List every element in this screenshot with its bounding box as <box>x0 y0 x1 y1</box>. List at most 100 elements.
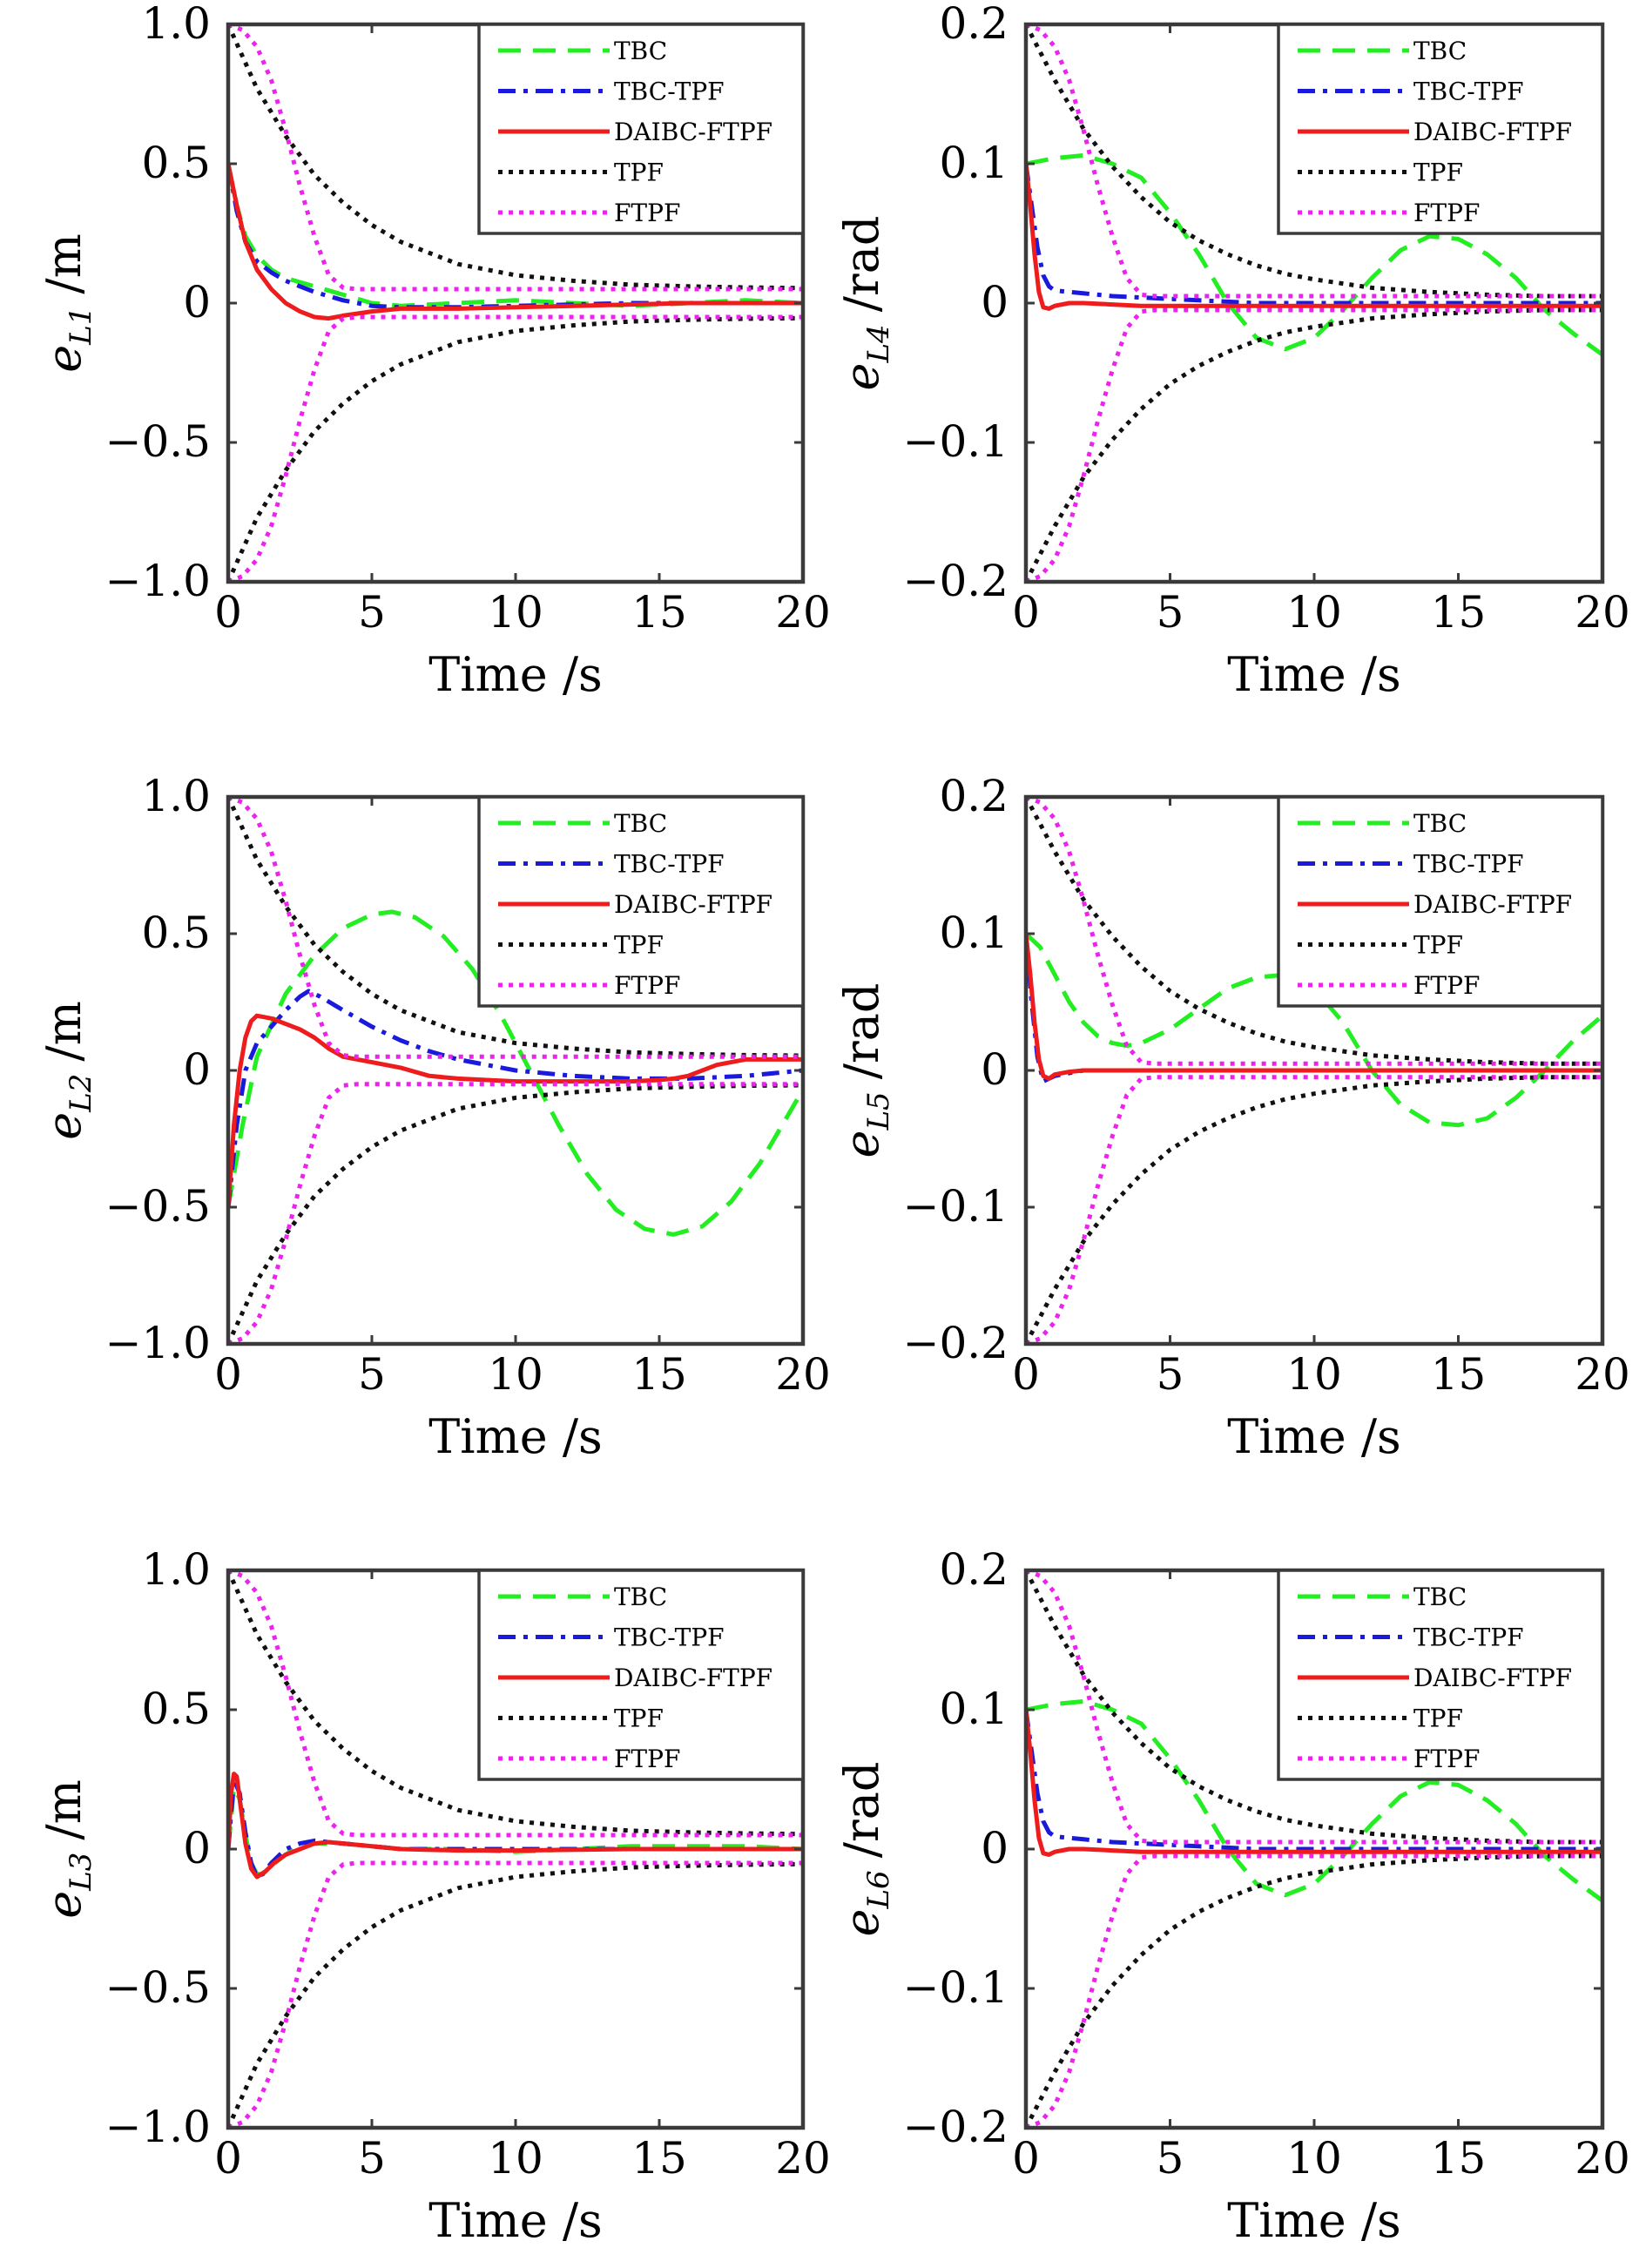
x-tick-label: 0 <box>214 587 242 638</box>
series-line-tpf <box>228 1570 803 1837</box>
x-tick-label: 5 <box>1157 587 1184 638</box>
legend-label: TPF <box>614 1704 664 1733</box>
legend-label: TBC-TPF <box>614 1623 725 1652</box>
series-group <box>1026 24 1602 582</box>
legend-label: TBC-TPF <box>1413 78 1524 106</box>
x-tick-label: 0 <box>1012 587 1040 638</box>
legend-label: DAIBC-FTPF <box>1413 118 1572 146</box>
legend-label: TBC <box>614 37 667 65</box>
legend-label: FTPF <box>1413 971 1480 1000</box>
legend: TBC TBC-TPF DAIBC-FTPF TPF FTPF <box>1277 23 1604 235</box>
y-tick-label: 1.0 <box>141 0 211 49</box>
x-tick-label: 20 <box>1575 2133 1630 2184</box>
legend-label: TBC <box>614 1583 667 1611</box>
series-line-daibc-ftpf <box>1026 1709 1602 1857</box>
legend-label: TPF <box>614 931 664 960</box>
x-axis-label: Time /s <box>428 647 603 702</box>
legend-label: FTPF <box>614 971 680 1000</box>
y-tick-label: 0.1 <box>939 1684 1009 1734</box>
legend: TBC TBC-TPF DAIBC-FTPF TPF FTPF <box>477 1569 805 1781</box>
legend-label: FTPF <box>1413 1745 1480 1773</box>
legend-box <box>477 23 805 235</box>
legend-label: DAIBC-FTPF <box>1413 890 1572 919</box>
x-tick-label: 0 <box>214 1349 242 1400</box>
panel-eL6: 0 5 10 15 20 −0.2 −0.1 0 0.1 0.2 Time /s eL6/rad TBC… <box>834 1544 1630 2248</box>
legend-label: TBC <box>1413 37 1467 65</box>
series-line-daibc-ftpf <box>1026 933 1602 1081</box>
y-tick-label: −0.5 <box>105 416 211 467</box>
series-line-tpf <box>228 315 803 582</box>
series-line-daibc-ftpf <box>1026 163 1602 311</box>
x-tick-label: 10 <box>1286 1349 1342 1400</box>
y-tick-label: 0 <box>183 1823 211 1873</box>
y-tick-label: 0 <box>183 1044 211 1095</box>
legend-label: TBC <box>1413 809 1467 838</box>
legend-label: FTPF <box>614 1745 680 1773</box>
x-tick-label: 10 <box>1286 2133 1342 2184</box>
series-line-tpf <box>1026 797 1602 1066</box>
series-line-tbc-tpf <box>1026 1709 1602 1852</box>
x-tick-label: 15 <box>631 2133 687 2184</box>
x-tick-label: 20 <box>775 587 831 638</box>
legend-label: DAIBC-FTPF <box>1413 1664 1572 1692</box>
legend-label: TPF <box>614 159 664 187</box>
legend-label: TBC <box>1413 1583 1467 1611</box>
y-tick-label: −0.5 <box>105 1962 211 2013</box>
x-tick-label: 10 <box>1286 587 1342 638</box>
y-tick-label: 0.2 <box>939 1544 1009 1595</box>
y-tick-label: −0.2 <box>903 556 1009 606</box>
legend-box <box>1277 23 1604 235</box>
legend-label: TBC-TPF <box>614 78 725 106</box>
legend: TBC TBC-TPF DAIBC-FTPF TPF FTPF <box>477 795 805 1008</box>
x-axis-label: Time /s <box>1227 1409 1401 1464</box>
y-tick-label: −0.2 <box>903 1318 1009 1368</box>
x-tick-label: 5 <box>358 1349 386 1400</box>
series-line-tpf <box>228 24 803 291</box>
series-line-ftpf <box>1026 797 1602 1066</box>
series-line-ftpf <box>228 1082 803 1344</box>
series-line-ftpf <box>228 24 803 292</box>
legend-label: FTPF <box>614 199 680 227</box>
series-line-ftpf <box>228 797 803 1059</box>
x-axis-label: Time /s <box>1227 647 1401 702</box>
y-axis-label: eL4/rad <box>834 216 896 391</box>
legend-label: FTPF <box>1413 199 1480 227</box>
y-tick-label: 0.2 <box>939 0 1009 49</box>
x-axis-label: Time /s <box>1227 2193 1401 2248</box>
y-axis-label: eL5/rad <box>834 983 896 1158</box>
x-tick-label: 0 <box>214 2133 242 2184</box>
y-tick-label: −0.1 <box>903 416 1009 467</box>
x-tick-label: 5 <box>358 2133 386 2184</box>
legend: TBC TBC-TPF DAIBC-FTPF TPF FTPF <box>1277 795 1604 1008</box>
y-tick-label: −0.5 <box>105 1181 211 1232</box>
series-line-tbc <box>228 909 803 1237</box>
x-tick-label: 15 <box>1431 2133 1487 2184</box>
legend-label: DAIBC-FTPF <box>614 890 772 919</box>
y-axis-label: eL3/m <box>37 1779 98 1919</box>
x-tick-label: 5 <box>1157 2133 1184 2184</box>
series-line-tbc <box>1026 932 1602 1128</box>
x-tick-label: 5 <box>358 587 386 638</box>
y-tick-label: 0.5 <box>141 908 211 958</box>
legend-label: TBC-TPF <box>1413 1623 1524 1652</box>
x-tick-label: 20 <box>1575 1349 1630 1400</box>
y-tick-label: 0.2 <box>939 771 1009 821</box>
x-tick-label: 15 <box>1431 587 1487 638</box>
series-line-tpf <box>228 1861 803 2128</box>
y-tick-label: 1.0 <box>141 1544 211 1595</box>
series-group <box>1026 1570 1602 2128</box>
series-line-daibc-ftpf <box>228 1013 803 1208</box>
x-tick-label: 10 <box>488 2133 543 2184</box>
series-line-daibc-ftpf <box>228 1772 803 1880</box>
series-group <box>228 1570 803 2128</box>
legend-label: TBC-TPF <box>1413 850 1524 879</box>
y-tick-label: −0.1 <box>903 1962 1009 2013</box>
x-tick-label: 15 <box>1431 1349 1487 1400</box>
legend-label: TBC-TPF <box>614 850 725 879</box>
x-tick-label: 5 <box>1157 1349 1184 1400</box>
x-axis-label: Time /s <box>428 2193 603 2248</box>
